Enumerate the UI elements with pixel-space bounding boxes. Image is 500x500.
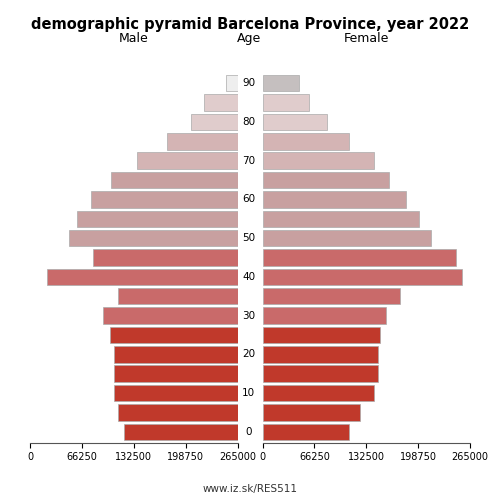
- Bar: [262, 346, 378, 362]
- Bar: [118, 404, 238, 420]
- Bar: [118, 288, 238, 304]
- Bar: [69, 230, 237, 246]
- Text: 60: 60: [242, 194, 256, 204]
- Text: 10: 10: [242, 388, 256, 398]
- Bar: [262, 114, 326, 130]
- Text: 40: 40: [242, 272, 256, 282]
- Text: 20: 20: [242, 350, 256, 360]
- Bar: [262, 75, 298, 92]
- Bar: [262, 424, 348, 440]
- Bar: [226, 75, 237, 92]
- Bar: [262, 327, 380, 343]
- Bar: [262, 268, 462, 285]
- Bar: [262, 210, 419, 227]
- Bar: [77, 210, 237, 227]
- Bar: [103, 308, 238, 324]
- Bar: [167, 133, 238, 150]
- Bar: [114, 346, 238, 362]
- Text: 50: 50: [242, 233, 256, 243]
- Bar: [110, 172, 238, 188]
- Bar: [262, 133, 348, 150]
- Bar: [262, 385, 374, 402]
- Text: 0: 0: [246, 427, 252, 437]
- Bar: [114, 385, 238, 402]
- Text: 90: 90: [242, 78, 256, 88]
- Text: demographic pyramid Barcelona Province, year 2022: demographic pyramid Barcelona Province, …: [31, 18, 469, 32]
- Bar: [262, 366, 378, 382]
- Bar: [262, 94, 310, 111]
- Text: Male: Male: [119, 32, 148, 45]
- Bar: [110, 327, 238, 343]
- Bar: [262, 230, 431, 246]
- Bar: [138, 152, 237, 169]
- Bar: [124, 424, 238, 440]
- Bar: [262, 288, 400, 304]
- Bar: [91, 191, 238, 208]
- Bar: [92, 250, 238, 266]
- Text: 30: 30: [242, 310, 256, 320]
- Bar: [262, 404, 360, 420]
- Bar: [114, 366, 238, 382]
- Text: 70: 70: [242, 156, 256, 166]
- Bar: [262, 152, 374, 169]
- Text: Age: Age: [236, 32, 261, 45]
- Bar: [262, 250, 456, 266]
- Text: www.iz.sk/RES511: www.iz.sk/RES511: [202, 484, 298, 494]
- Bar: [204, 94, 238, 111]
- Bar: [262, 308, 386, 324]
- Bar: [262, 172, 390, 188]
- Bar: [262, 191, 406, 208]
- Text: Female: Female: [344, 32, 389, 45]
- Bar: [47, 268, 238, 285]
- Bar: [190, 114, 238, 130]
- Text: 80: 80: [242, 117, 256, 127]
